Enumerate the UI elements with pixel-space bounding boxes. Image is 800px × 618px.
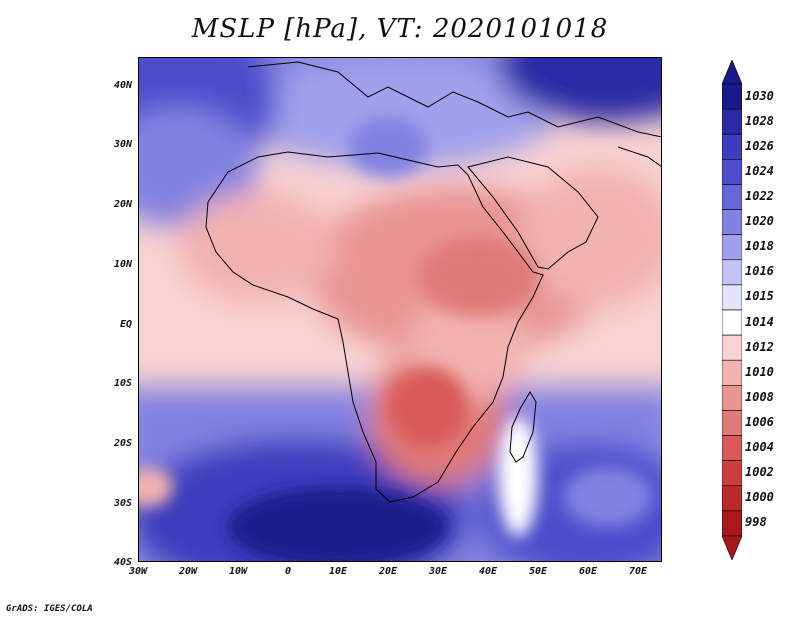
lat-tick-label: 10N xyxy=(113,259,132,270)
lon-tick-label: 70E xyxy=(628,566,648,577)
colorbar-label: 1028 xyxy=(745,113,774,128)
colorbar-label: 998 xyxy=(745,515,767,530)
colorbar-cap-top xyxy=(722,60,742,85)
frame xyxy=(138,57,662,562)
lat-tick-label: 20S xyxy=(113,438,132,449)
grads-credit: GrADS: IGES/COLA xyxy=(6,604,93,614)
colorbar xyxy=(722,60,742,560)
arabian-low xyxy=(518,167,662,307)
lat-tick-label: 10S xyxy=(113,378,132,389)
east-high-lobe xyxy=(563,467,653,527)
cape-low xyxy=(138,467,173,507)
colorbar-label: 1012 xyxy=(745,339,774,354)
colorbar-cells xyxy=(722,60,742,560)
mslp-map xyxy=(138,57,662,562)
madagascar-corridor xyxy=(498,417,538,537)
map-title: MSLP [hPa], VT: 2020101018 xyxy=(191,14,609,44)
saharan-core xyxy=(418,237,538,317)
colorbar-cell xyxy=(722,410,742,436)
colorbar-label: 1004 xyxy=(745,440,774,455)
mediterranean-high xyxy=(238,57,558,167)
india-coastline xyxy=(617,146,662,168)
lat-tick-label: 30S xyxy=(113,498,132,509)
colorbar-label: 1000 xyxy=(745,490,774,505)
lat-tick-label: 30N xyxy=(113,139,132,150)
colorbar-cell xyxy=(722,385,742,411)
lon-tick-label: 10E xyxy=(328,566,348,577)
colorbar-label: 1015 xyxy=(745,289,774,304)
lon-tick-label: 60E xyxy=(578,566,598,577)
lon-tick-label: 0 xyxy=(284,566,292,577)
colorbar-label: 1024 xyxy=(745,163,774,178)
colorbar-label: 1020 xyxy=(745,214,774,229)
colorbar-label: 1026 xyxy=(745,138,774,153)
colorbar-cell xyxy=(722,259,742,286)
colorbar-label: 1010 xyxy=(745,364,774,379)
colorbar-label: 1006 xyxy=(745,415,774,429)
colorbar-cell xyxy=(722,359,742,386)
kalahari-core xyxy=(388,367,468,447)
colorbar-cell xyxy=(722,184,742,210)
west-sahel-low xyxy=(178,192,338,302)
colorbar-cell xyxy=(722,485,742,512)
colorbar-cell xyxy=(722,435,742,461)
mediterranean-core xyxy=(348,117,428,177)
map-panel[interactable] xyxy=(138,57,662,562)
lon-tick-label: 30E xyxy=(428,566,448,577)
lon-tick-label: 30W xyxy=(128,566,148,577)
europe-coastline xyxy=(247,61,662,138)
colorbar-cell xyxy=(722,334,742,361)
colorbar-cell xyxy=(722,234,742,261)
colorbar-cell xyxy=(722,108,742,135)
lon-tick-label: 20W xyxy=(178,566,198,577)
colorbar-cell xyxy=(722,460,742,487)
colorbar-cell xyxy=(722,510,742,537)
colorbar-cell xyxy=(722,284,742,311)
lat-tick-label: 40N xyxy=(113,80,132,91)
colorbar-label: 1022 xyxy=(745,189,774,203)
lon-tick-label: 10W xyxy=(228,566,248,577)
lon-tick-label: 50E xyxy=(528,566,548,577)
lat-tick-label: 20N xyxy=(113,199,132,210)
colorbar-label: 1002 xyxy=(745,465,774,480)
colorbar-cell xyxy=(722,209,742,235)
colorbar-label: 1018 xyxy=(745,239,774,254)
lon-tick-label: 40E xyxy=(478,566,498,577)
colorbar-cell xyxy=(722,83,742,110)
coastlines xyxy=(205,61,662,503)
south-atlantic-core xyxy=(228,487,448,562)
colorbar-cell xyxy=(722,159,742,185)
colorbar-cap-bottom xyxy=(722,535,742,560)
colorbar-label: 1030 xyxy=(745,88,774,103)
colorbar-cell xyxy=(722,133,742,160)
africa-coastline xyxy=(205,151,544,503)
madagascar-coastline xyxy=(509,391,537,463)
lat-tick-label: EQ xyxy=(119,319,132,330)
colorbar-label: 1008 xyxy=(745,389,774,404)
colorbar-label: 1016 xyxy=(745,264,774,279)
colorbar-cell xyxy=(722,309,742,336)
lon-tick-label: 20E xyxy=(378,566,398,577)
lat-tick-label: 40S xyxy=(113,557,132,568)
northeast-high xyxy=(498,57,662,122)
colorbar-label: 1014 xyxy=(745,314,774,329)
arabia-coastline xyxy=(467,156,599,270)
